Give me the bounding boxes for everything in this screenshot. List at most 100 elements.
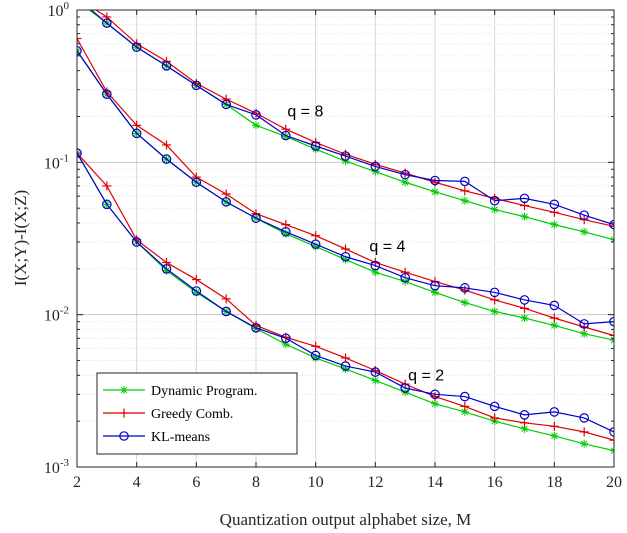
data-point — [251, 322, 261, 333]
data-point — [161, 61, 172, 71]
x-tick-label: 16 — [487, 474, 503, 491]
data-point — [550, 321, 559, 330]
data-point — [549, 407, 560, 417]
data-point — [161, 154, 172, 164]
data-point — [161, 264, 172, 274]
x-tick-label: 10 — [308, 474, 324, 491]
x-tick-label: 8 — [252, 474, 260, 491]
data-point — [490, 413, 500, 423]
annotation-label: q = 8 — [287, 103, 323, 120]
data-point — [371, 268, 380, 277]
data-point — [609, 221, 614, 231]
data-point — [119, 431, 129, 441]
data-point — [490, 205, 499, 214]
annotation-label: q = 2 — [408, 367, 444, 384]
data-point — [520, 418, 529, 428]
data-point — [73, 0, 82, 2]
data-point — [430, 389, 440, 400]
data-point — [609, 330, 614, 340]
legend: Dynamic Program. Greedy Comb. KL-means — [96, 372, 298, 455]
series-q2-circle — [77, 148, 614, 437]
x-tick-label: 2 — [73, 474, 81, 491]
x-tick-label: 12 — [367, 474, 383, 491]
data-point — [120, 386, 128, 394]
x-tick-label: 14 — [427, 474, 443, 491]
ticks: 2 4 6 8 10 12 14 16 18 20 10-3 10-2 10-1 100 — [44, 0, 622, 491]
x-tick-label: 20 — [606, 474, 622, 491]
data-point — [191, 177, 202, 188]
data-point — [310, 239, 321, 250]
data-point — [191, 275, 201, 285]
y-tick-label: 10-1 — [44, 152, 69, 172]
data-point — [132, 120, 142, 130]
data-point — [251, 213, 261, 223]
data-point — [579, 319, 589, 329]
annotations: q = 8 q = 4 q = 2 — [287, 103, 444, 384]
data-point — [489, 287, 500, 298]
data-point — [162, 258, 171, 268]
data-point — [311, 231, 321, 241]
data-point — [400, 169, 410, 180]
x-tick-label: 6 — [192, 474, 200, 491]
data-point — [430, 280, 440, 291]
data-point — [400, 383, 410, 393]
data-point — [102, 89, 112, 100]
annotation-label: q = 4 — [369, 238, 405, 255]
data-point — [550, 220, 559, 229]
data-point — [460, 283, 470, 293]
series-q4-circle — [77, 45, 614, 329]
data-point — [191, 172, 201, 182]
y-tick-label: 10-3 — [44, 457, 70, 477]
data-point — [281, 130, 291, 141]
data-point — [401, 178, 410, 187]
data-point — [73, 0, 81, 2]
data-point — [77, 148, 82, 158]
data-point — [370, 367, 381, 377]
data-point — [520, 314, 529, 323]
x-tick-label: 18 — [546, 474, 562, 491]
data-point — [549, 207, 559, 217]
data-point — [550, 431, 559, 440]
legend-label: KL-means — [151, 430, 210, 445]
series-line — [77, 152, 614, 433]
data-point — [310, 141, 321, 151]
data-point — [77, 33, 82, 43]
data-point — [132, 235, 142, 245]
data-point — [340, 251, 351, 262]
data-point — [430, 175, 440, 186]
data-point — [310, 350, 321, 361]
series-q8-circle — [73, 0, 614, 230]
data-point — [519, 410, 530, 420]
data-point — [102, 181, 112, 191]
data-point — [460, 401, 470, 411]
data-point — [579, 427, 589, 437]
legend-item: Greedy Comb. — [103, 407, 233, 422]
data-point — [221, 197, 231, 207]
data-point — [609, 435, 614, 445]
data-point — [191, 80, 202, 91]
data-point — [251, 110, 261, 120]
legend-item: KL-means — [103, 430, 210, 445]
data-point — [579, 210, 589, 220]
data-point — [400, 267, 410, 277]
data-point — [311, 341, 321, 351]
series-q4-plus — [77, 33, 614, 340]
y-axis-title: I(X;Y)-I(X;Z) — [11, 190, 30, 286]
data-point — [252, 121, 260, 130]
data-point — [371, 376, 380, 385]
data-point — [281, 333, 291, 344]
data-point — [519, 295, 530, 305]
x-tick-label: 4 — [133, 474, 141, 491]
data-point — [221, 189, 231, 199]
data-point — [370, 161, 381, 172]
data-point — [400, 272, 410, 283]
data-point — [131, 237, 142, 247]
data-point — [131, 42, 142, 52]
data-point — [549, 199, 560, 210]
data-point — [519, 193, 530, 204]
data-point — [371, 167, 380, 176]
data-point — [580, 227, 589, 236]
data-point — [549, 300, 560, 311]
data-point — [489, 195, 500, 206]
